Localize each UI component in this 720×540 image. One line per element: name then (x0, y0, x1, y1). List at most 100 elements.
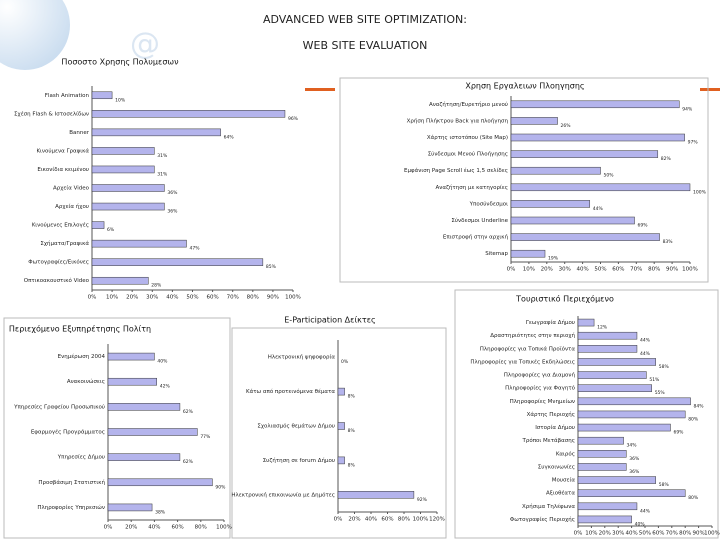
category-label: Αρχεία ήχου (55, 203, 89, 210)
x-tick-label: 30% (612, 531, 624, 537)
x-tick-label: 0% (88, 295, 97, 301)
bar (107, 428, 198, 436)
chart-title: E-Participation Δείκτες (284, 316, 375, 325)
value-label: 40% (635, 521, 646, 527)
value-label: 90% (215, 484, 226, 490)
category-label: Κινούμενα Γραφικά (36, 147, 89, 154)
x-tick-label: 20% (348, 517, 360, 523)
x-tick-label: 30% (559, 267, 571, 273)
value-label: 44% (593, 206, 604, 212)
bar (337, 456, 345, 465)
value-label: 28% (151, 283, 162, 289)
category-label: Φωτογραφίες/Εικόνες (28, 259, 89, 266)
bar (577, 436, 624, 445)
bar (577, 410, 686, 419)
value-label: 31% (157, 171, 168, 177)
x-tick-label: 100% (285, 295, 301, 301)
bar (577, 371, 647, 379)
bar (577, 515, 632, 524)
bar (107, 478, 213, 487)
x-tick-label: 60% (171, 525, 183, 531)
category-label: Πληροφορίες για Τοπικές Εκδηλώσεις (470, 358, 575, 365)
bar (577, 502, 638, 511)
value-label: 100% (693, 189, 707, 195)
value-label: 83% (663, 239, 674, 245)
bar (107, 503, 153, 512)
x-tick-label: 40% (166, 295, 178, 301)
x-tick-label: 70% (630, 267, 642, 273)
x-tick-label: 120% (429, 517, 445, 523)
x-tick-label: 0% (574, 531, 583, 537)
value-label: 19% (548, 256, 559, 262)
category-label: Πληροφορίες για Φαγητό (505, 385, 576, 392)
bar (91, 110, 286, 118)
value-label: 36% (629, 469, 640, 475)
x-tick-label: 90% (666, 267, 678, 273)
value-label: 8% (348, 394, 356, 400)
value-label: 0% (341, 359, 349, 365)
category-label: Προσβάσιμη Στατιστική (38, 479, 105, 486)
x-tick-label: 70% (227, 295, 239, 301)
x-tick-label: 60% (612, 267, 624, 273)
bar (510, 216, 635, 225)
category-label: Σχολιασμός θεμάτων Δήμου (257, 423, 335, 430)
value-label: 40% (157, 359, 168, 365)
chart-title: Ποσοστο Χρησης Πολυμεσων (61, 58, 179, 67)
bar (107, 403, 181, 411)
value-label: 97% (688, 140, 699, 146)
slide-subtitle: WEB SITE EVALUATION (303, 39, 428, 52)
category-label: Υποσύνδεσμοι (469, 200, 508, 207)
value-label: 38% (155, 509, 166, 515)
chart-frame (339, 77, 709, 283)
value-label: 8% (348, 462, 356, 468)
value-label: 58% (659, 364, 670, 370)
bar (107, 352, 155, 361)
category-label: Υπηρεσίες Δήμου (57, 454, 105, 461)
value-label: 96% (288, 116, 299, 122)
x-tick-label: 80% (679, 531, 691, 537)
category-label: Ιστορία Δήμου (535, 424, 575, 431)
x-tick-label: 20% (125, 525, 137, 531)
value-label: 44% (640, 508, 651, 514)
bar (91, 221, 105, 229)
decor-at: @ (130, 27, 160, 62)
chart-title: Περιεχόμενο Εξυπηρέτησης Πολίτη (9, 324, 151, 334)
x-tick-label: 100% (413, 517, 429, 523)
chart-title: Χρηση Εργαλειων Πλοηγησης (465, 82, 584, 91)
category-label: Πληροφορίες για Τοπικά Προϊόντα (480, 345, 576, 352)
value-label: 77% (200, 434, 211, 440)
category-label: Αναζήτηση/Ευρετήριο μενού (429, 101, 508, 108)
x-tick-label: 80% (195, 525, 207, 531)
category-label: Εφαρμογές Προγράμματος (31, 429, 105, 436)
bar (510, 133, 685, 142)
bar (91, 165, 155, 174)
x-tick-label: 100% (682, 267, 698, 273)
value-label: 8% (348, 428, 356, 434)
category-label: Γεωγραφία Δήμου (526, 319, 575, 326)
value-label: 80% (688, 495, 699, 501)
category-label: Καιρός (556, 450, 575, 457)
bar (91, 184, 165, 192)
x-tick-label: 80% (398, 517, 410, 523)
bar (577, 318, 595, 327)
category-label: Χάρτης ιστοτόπου (Site Map) (427, 134, 508, 141)
bar (510, 183, 691, 192)
value-label: 69% (638, 223, 649, 229)
value-label: 62% (183, 409, 194, 415)
value-label: 26% (561, 123, 572, 129)
value-label: 36% (629, 456, 640, 462)
value-label: 34% (627, 443, 638, 449)
bar (577, 463, 627, 471)
bar (107, 377, 157, 386)
category-label: Επιστροφή στην αρχική (443, 234, 509, 241)
category-label: Αξιοθέατα (546, 490, 575, 497)
x-tick-label: 90% (692, 531, 704, 537)
x-tick-label: 10% (585, 531, 597, 537)
bar (510, 166, 601, 175)
x-tick-label: 40% (148, 525, 160, 531)
x-tick-label: 50% (594, 267, 606, 273)
x-tick-label: 0% (104, 525, 113, 531)
x-tick-label: 10% (106, 295, 118, 301)
value-label: 10% (115, 97, 126, 103)
